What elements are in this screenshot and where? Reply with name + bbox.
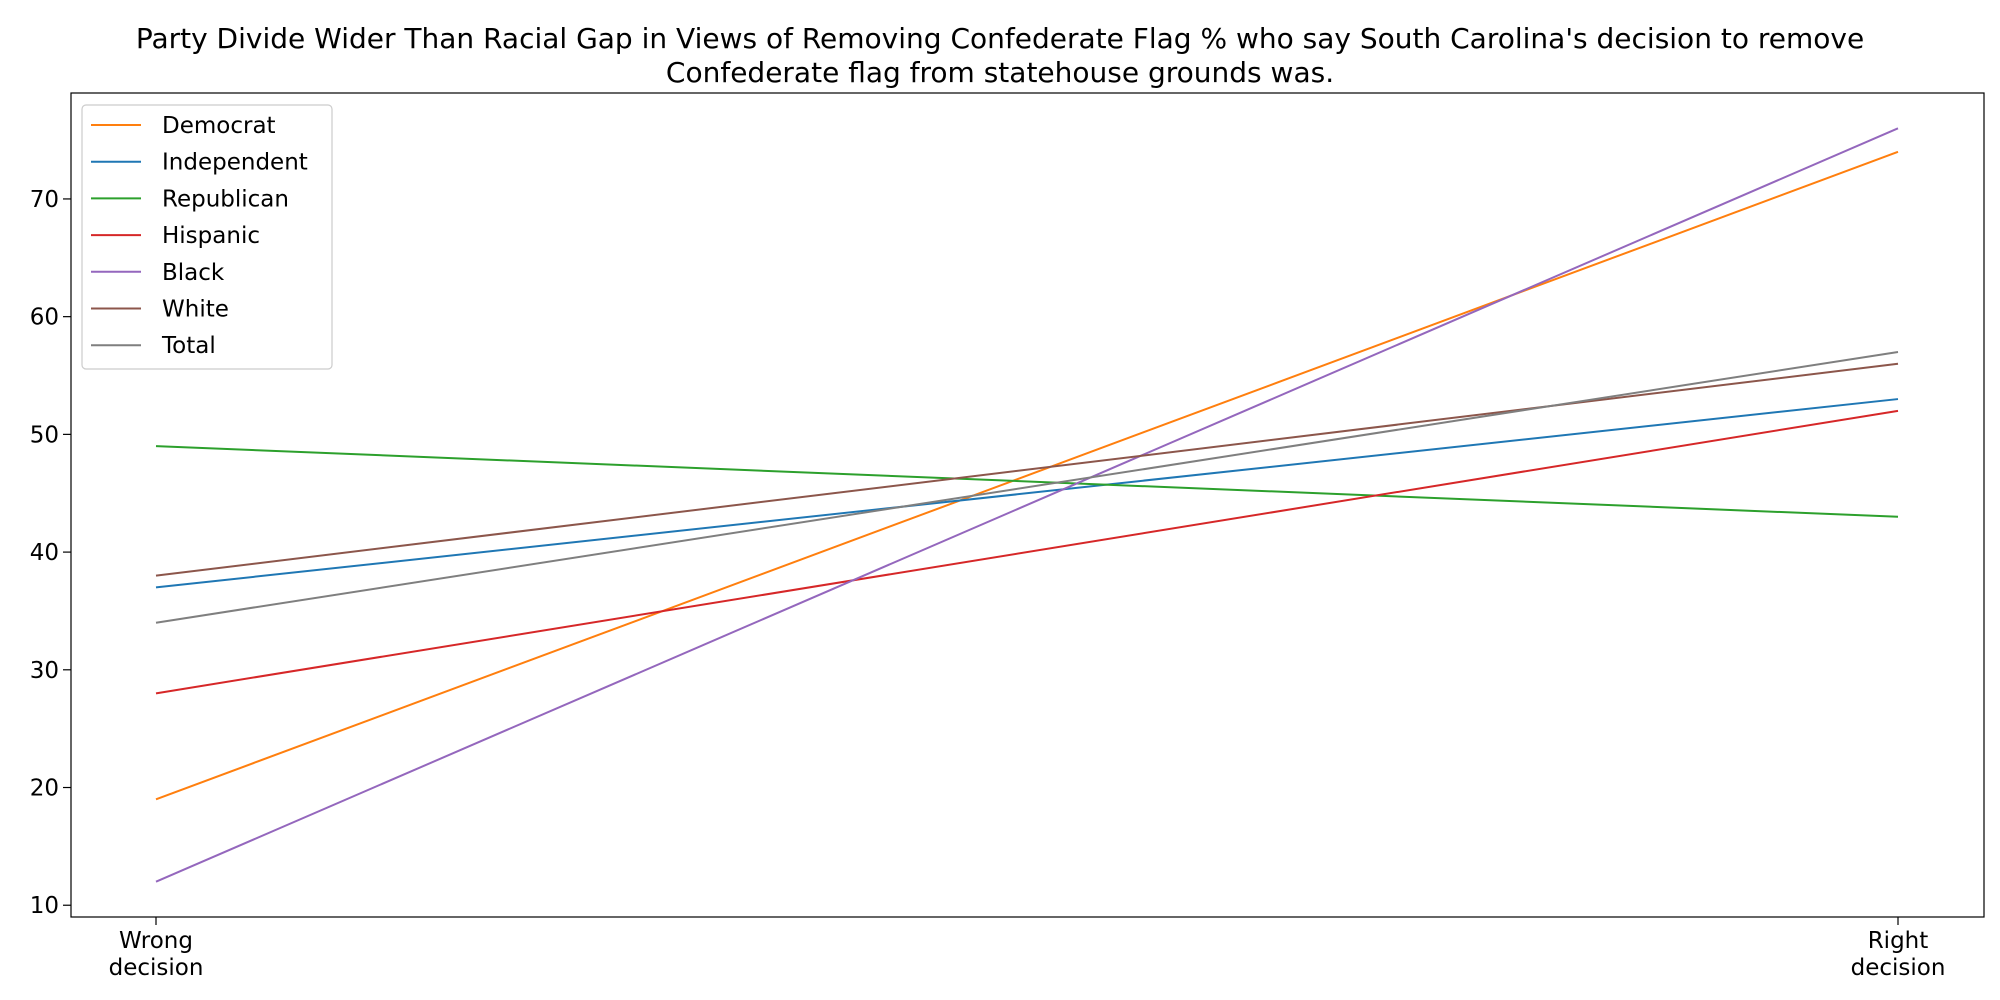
chart-title-line-2: Confederate flag from statehouse grounds… xyxy=(666,56,1334,89)
plot-frame xyxy=(70,92,1985,918)
series-lines xyxy=(155,127,1899,883)
y-tick-label: 60 xyxy=(30,305,59,331)
legend-label-independent: Independent xyxy=(162,150,308,176)
legend: Democrat Independent Republican Hispanic Bla… xyxy=(81,104,333,370)
legend-label-black: Black xyxy=(162,260,225,286)
legend-label-total: Total xyxy=(161,333,216,359)
legend-box xyxy=(81,104,333,370)
legend-label-white: White xyxy=(162,297,229,323)
series-line-black xyxy=(155,127,1899,883)
series-line-white xyxy=(155,362,1899,577)
x-tick-label: Right xyxy=(1868,928,1929,954)
legend-label-republican: Republican xyxy=(162,186,289,212)
y-tick-label: 70 xyxy=(30,187,59,213)
legend-label-hispanic: Hispanic xyxy=(162,223,260,249)
y-tick-label: 30 xyxy=(30,658,59,684)
series-line-independent xyxy=(155,398,1899,589)
legend-label-democrat: Democrat xyxy=(162,113,276,139)
series-line-republican xyxy=(155,445,1899,518)
series-line-hispanic xyxy=(155,409,1899,695)
series-line-total xyxy=(155,350,1899,624)
x-tick-label: decision xyxy=(1851,955,1946,981)
y-tick-label: 20 xyxy=(30,776,59,802)
y-tick-label: 40 xyxy=(30,540,59,566)
y-tick-label: 50 xyxy=(30,422,59,448)
x-tick-label: Wrong xyxy=(119,928,193,954)
chart-title-line-1: Party Divide Wider Than Racial Gap in Vi… xyxy=(136,22,1864,55)
y-axis: 10 20 30 40 50 60 70 xyxy=(30,187,71,919)
series-line-democrat xyxy=(155,150,1899,801)
x-tick-label: decision xyxy=(109,955,204,981)
y-tick-label: 10 xyxy=(30,893,59,919)
